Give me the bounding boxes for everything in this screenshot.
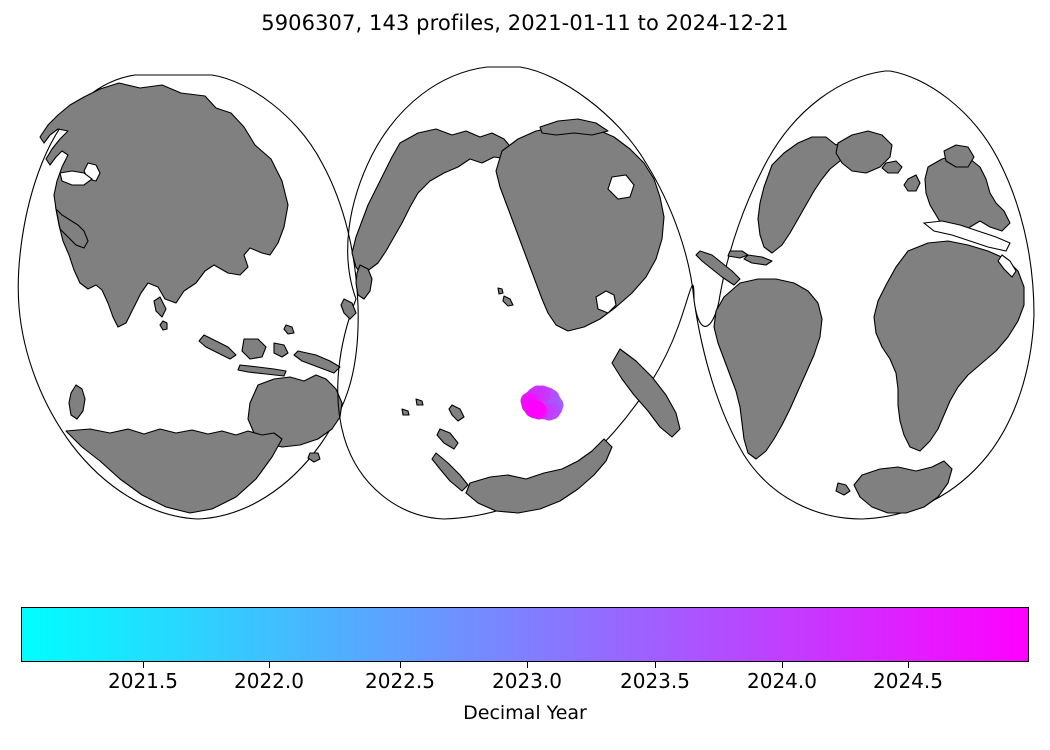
land-arctic-islands: [539, 118, 609, 136]
map-lobe-eurasia: [17, 74, 359, 520]
sea-hudson-bay: [607, 174, 635, 200]
lobe-2-outline: [337, 66, 695, 520]
lobe-1-outline: [17, 74, 359, 520]
land-europe: [924, 154, 1011, 236]
land-antarctica-lobe3: [853, 460, 953, 514]
colorbar-panel: 2021.5 2022.0 2022.5 2023.0 2023.5 2024.0 2024…: [0, 600, 1050, 750]
map-lobe-americas: [693, 70, 1035, 520]
sea-gulf-california: [595, 290, 617, 314]
land-pacific-islands: [401, 408, 410, 416]
land-scandinavia: [943, 144, 975, 168]
colorbar-tick-label: 2023.0: [492, 669, 562, 693]
land-philippines: [283, 324, 295, 335]
land-north-america-east: [757, 136, 857, 254]
land-tasmania: [307, 452, 321, 463]
colorbar-tick-mark: [527, 662, 529, 668]
land-japan: [340, 298, 357, 320]
sea-mediterranean: [59, 170, 93, 186]
colorbar-tick-label: 2021.5: [108, 669, 178, 693]
map-panel: [0, 55, 1050, 545]
land-alaska-canada: [495, 124, 665, 332]
land-eurasia: [39, 82, 289, 328]
land-cuba: [727, 250, 749, 259]
colorbar-tick-mark: [400, 662, 402, 668]
colorbar-tick-label: 2023.5: [620, 669, 690, 693]
land-antarctic-islands-lobe3: [835, 482, 851, 496]
land-new-guinea: [293, 350, 341, 374]
land-antarctica-lobe2: [465, 438, 613, 514]
sea-mediterranean-lobe3: [922, 220, 1011, 252]
lobe-3-outline: [693, 70, 1035, 520]
land-indonesia-west: [198, 334, 237, 360]
colorbar-tick-mark: [908, 662, 910, 668]
land-patagonia-lobe2: [611, 348, 681, 438]
land-antarctica-lobe1: [65, 428, 283, 514]
colorbar-tick-label: 2022.0: [234, 669, 304, 693]
land-hawaii-2: [502, 295, 514, 307]
page-title: 5906307, 143 profiles, 2021-01-11 to 202…: [261, 11, 789, 35]
colorbar-tick-mark: [269, 662, 271, 668]
land-south-america: [713, 278, 823, 460]
land-java-arc: [237, 364, 287, 377]
land-antarctic-peninsula: [431, 452, 469, 492]
land-africa: [873, 240, 1025, 452]
colorbar-axis-label: Decimal Year: [463, 702, 587, 724]
land-sri-lanka: [159, 320, 168, 331]
land-australia: [247, 374, 343, 448]
colorbar-tick-group: 2021.5 2022.0 2022.5 2023.0 2023.5 2024.0 2024…: [0, 662, 1050, 702]
colorbar-gradient: [21, 607, 1029, 662]
colorbar-tick-label: 2022.5: [365, 669, 435, 693]
colorbar-tick-mark: [782, 662, 784, 668]
land-greenland: [835, 130, 893, 174]
land-new-zealand-south: [436, 428, 459, 450]
sea-red-sea: [997, 254, 1017, 278]
land-borneo: [241, 338, 267, 360]
map-lobe-pacific: [337, 66, 695, 520]
colorbar-tick-mark: [143, 662, 145, 668]
colorbar-tick-label: 2024.5: [873, 669, 943, 693]
land-india-tip: [153, 296, 167, 318]
colorbar-tick-mark: [655, 662, 657, 668]
land-new-zealand-north: [448, 404, 465, 422]
land-caribbean: [743, 254, 773, 266]
profile-scatter-points: [520, 385, 564, 421]
land-iceland: [881, 160, 903, 174]
land-kamchatka: [355, 264, 373, 300]
land-madagascar: [68, 384, 86, 420]
world-map-svg: [17, 66, 1035, 520]
land-fiji: [415, 398, 424, 406]
profile-point: [528, 400, 546, 418]
land-hawaii: [497, 287, 504, 295]
colorbar-tick-label: 2024.0: [747, 669, 817, 693]
land-northeast-asia: [351, 128, 515, 276]
coast-arabia: [55, 207, 89, 249]
land-sulawesi: [273, 342, 289, 358]
land-central-america: [695, 250, 741, 286]
land-british-isles: [903, 174, 921, 192]
